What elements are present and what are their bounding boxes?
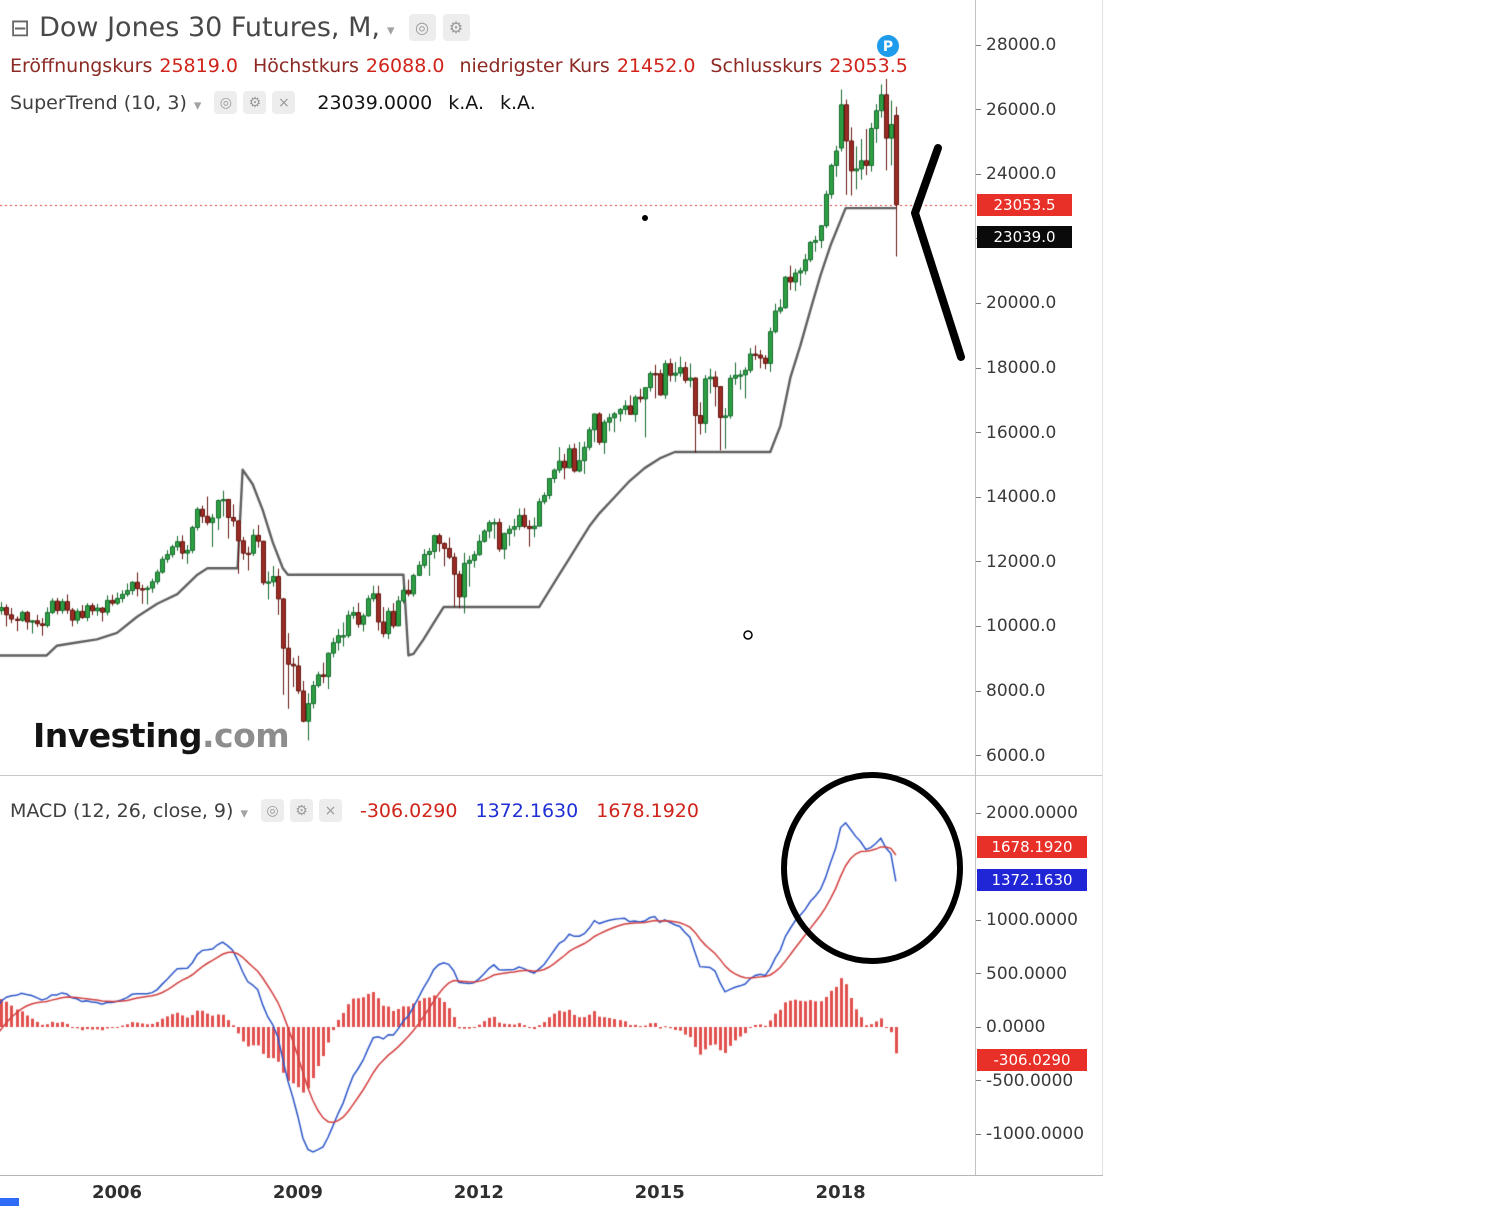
symbol-row: ⊟ Dow Jones 30 Futures, M, ▾ ◎ ⚙ [10,12,923,43]
chart-legend: ⊟ Dow Jones 30 Futures, M, ▾ ◎ ⚙ Eröffnu… [10,12,923,126]
time-axis[interactable]: 2006 2009 2012 2015 2018 [0,1176,1103,1206]
x-axis-year-label: 2015 [634,1182,685,1203]
axis-tick [975,1026,981,1028]
high-label: Höchstkurs [252,55,359,77]
gear-icon[interactable]: ⚙ [442,14,470,41]
y-axis-label: 10000.0 [986,616,1057,637]
corner-blue-fragment [0,1198,19,1206]
chevron-down-icon[interactable]: ▾ [240,803,248,822]
y-axis-label: 2000.0000 [986,803,1078,823]
low-label: niedrigster Kurs [459,55,610,77]
axis-tick [975,302,981,304]
macd-signal-tag: 1678.1920 [977,836,1087,859]
macd-hist-value: -306.0290 [359,799,458,822]
y-axis-label: 26000.0 [986,99,1057,120]
x-axis-year-label: 2018 [815,1182,866,1203]
close-value: 23053.5 [829,55,908,77]
open-value: 25819.0 [159,55,238,77]
y-axis-label: -1000.0000 [986,1124,1085,1144]
axis-tick [975,44,981,46]
supertrend-value: 23039.0000 [317,91,433,114]
supertrend-na-2: k.A. [500,91,536,114]
close-icon[interactable]: × [318,799,342,822]
axis-tick [975,173,981,175]
plot-right-border [975,0,976,1176]
eye-icon[interactable]: ◎ [408,14,436,41]
y-axis-label: 20000.0 [986,293,1057,314]
axis-tick [975,561,981,563]
chevron-down-icon[interactable]: ▾ [193,95,202,114]
macd-legend: MACD (12, 26, close, 9) ▾ ◎ ⚙ × -306.029… [10,799,699,822]
y-axis-label: 24000.0 [986,164,1057,185]
macd-hist-tag: -306.0290 [977,1048,1087,1071]
supertrend-label[interactable]: SuperTrend (10, 3) [10,91,187,114]
close-icon[interactable]: × [272,91,296,114]
y-axis-label: 500.0000 [986,963,1068,984]
macd-axis[interactable]: 2000.0000 1000.0000 500.0000 0.0000 -500.000… [975,775,1103,1175]
y-axis-label: 8000.0 [986,681,1046,701]
ohlc-readout: Eröffnungskurs 25819.0 Höchstkurs 26088.… [10,55,923,77]
panel-separator[interactable] [0,775,1103,776]
high-value: 26088.0 [365,55,445,77]
x-axis-year-label: 2006 [91,1182,143,1203]
supertrend-legend: SuperTrend (10, 3) ▾ ◎ ⚙ × 23039.0000 k.… [10,91,923,114]
open-label: Eröffnungskurs [10,55,153,77]
low-value: 21452.0 [616,55,696,77]
axis-tick [975,690,981,692]
collapse-icon[interactable]: ⊟ [10,13,31,42]
x-axis-year-label: 2012 [453,1182,504,1203]
y-axis-label: 1000.0000 [986,910,1078,930]
time-axis-border [0,1175,1103,1176]
axis-right-border [1102,0,1103,1176]
axis-tick [975,109,981,111]
axis-tick [975,973,981,974]
macd-line-tag: 1372.1630 [977,869,1087,892]
axis-tick [975,1133,981,1135]
y-axis-label: 0.0000 [986,1017,1046,1037]
axis-tick [975,755,981,757]
x-axis-year-label: 2009 [272,1182,323,1203]
axis-tick [975,367,981,369]
eye-icon[interactable]: ◎ [214,91,238,114]
y-axis-label: -500.0000 [986,1070,1074,1091]
axis-tick [975,496,981,498]
supertrend-na-1: k.A. [448,91,484,114]
axis-tick [975,919,981,921]
macd-legend-row: MACD (12, 26, close, 9) ▾ ◎ ⚙ × -306.029… [10,799,699,822]
macd-signal-value: 1678.1920 [596,799,699,822]
symbol-title[interactable]: Dow Jones 30 Futures, M, [39,12,380,43]
price-chart-canvas[interactable] [0,0,975,775]
price-axis[interactable]: 28000.026000.024000.022000.020000.018000… [975,0,1103,775]
last-price-tag: 23053.5 [977,193,1072,216]
macd-line-value: 1372.1630 [475,799,579,822]
y-axis-label: 28000.0 [986,35,1057,55]
axis-tick [975,812,981,814]
axis-tick [975,625,981,627]
y-axis-label: 6000.0 [986,745,1046,766]
y-axis-label: 12000.0 [986,551,1057,572]
y-axis-label: 14000.0 [986,487,1057,508]
macd-label[interactable]: MACD (12, 26, close, 9) [10,799,234,822]
gear-icon[interactable]: ⚙ [289,799,313,822]
axis-tick [975,1080,981,1081]
y-axis-label: 18000.0 [986,358,1057,378]
y-axis-label: 16000.0 [986,422,1057,443]
chevron-down-icon[interactable]: ▾ [386,20,395,39]
logo-name: Investing [33,716,203,755]
gear-icon[interactable]: ⚙ [243,91,267,114]
logo-tld: .com [202,716,290,755]
eye-icon[interactable]: ◎ [260,799,284,822]
close-label: Schlusskurs [710,55,823,77]
macd-chart-canvas[interactable] [0,775,975,1175]
supertrend-value-tag: 23039.0 [977,225,1072,248]
axis-tick [975,432,981,434]
investing-logo: Investing.com [33,716,290,755]
